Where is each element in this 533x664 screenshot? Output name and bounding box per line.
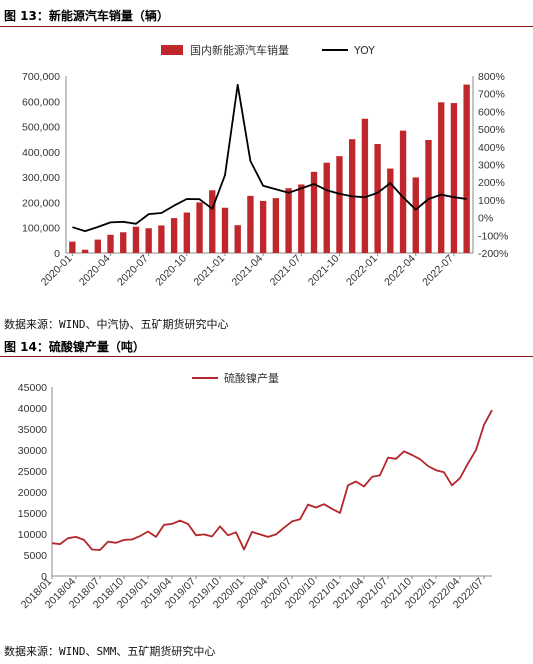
y-tick-label: 20000	[18, 487, 47, 499]
bar	[438, 102, 445, 253]
nickel-sulfate-chart: 硫酸镍产量 0 5000 10000 15000 20000 25000 30000 35000…	[18, 371, 493, 611]
bar	[158, 225, 165, 253]
x-tick-label: 2021-10	[306, 253, 342, 289]
bar	[107, 234, 114, 253]
y2-tick-label: 800%	[478, 71, 505, 83]
bar	[69, 241, 76, 253]
y-tick-label: 25000	[18, 466, 47, 478]
figure-1-title: 图 13：新能源汽车销量（辆）	[4, 9, 169, 23]
legend-label-line: 硫酸镍产量	[224, 371, 279, 385]
bar	[259, 200, 267, 253]
bar	[374, 144, 381, 253]
bar	[145, 228, 152, 253]
bar	[196, 202, 203, 253]
yoy-line	[72, 83, 467, 233]
legend-label-line: YOY	[353, 44, 375, 57]
figure-1-source: 数据来源：WIND、中汽协、五矿期货研究中心	[4, 318, 229, 331]
bar	[247, 195, 254, 253]
y-tick-label: 30000	[18, 445, 47, 457]
x-tick-label: 2021-07	[268, 253, 304, 289]
x-tick-label: 2021-01	[191, 253, 227, 289]
bar	[298, 184, 305, 253]
bar	[132, 226, 140, 253]
bar	[272, 198, 280, 253]
y2-tick-label: 400%	[478, 142, 505, 154]
y-tick-label: 45000	[18, 382, 47, 394]
figure-2-title: 图 14：硫酸镍产量（吨）	[4, 340, 145, 354]
y2-tick-label: 0%	[478, 213, 493, 225]
y-tick-label: 0	[41, 571, 47, 583]
bar	[463, 84, 470, 253]
bar	[412, 177, 419, 253]
y-tick-label: 300,000	[22, 172, 60, 184]
bar	[425, 139, 432, 253]
y-tick-label: 200,000	[22, 197, 60, 209]
y2-tick-label: 300%	[478, 160, 505, 172]
y2-tick-label: 700%	[478, 89, 505, 101]
x-tick-label: 2021-04	[230, 253, 266, 289]
figure-1-title-rule	[0, 26, 533, 27]
y2-tick-label: 500%	[478, 124, 505, 136]
y2-tick-label: 200%	[478, 177, 505, 189]
figure-2-title-rule	[0, 356, 533, 357]
legend-swatch-bar	[161, 45, 183, 55]
bar	[323, 162, 330, 253]
y-tick-label: 0	[54, 248, 60, 260]
bar	[221, 207, 229, 253]
y-tick-label: 10000	[18, 529, 47, 541]
y-tick-label: 400,000	[22, 147, 60, 159]
ev-sales-chart: 国内新能源汽车销量 YOY 0 100,000 200,000 300,000 400,00…	[22, 43, 508, 289]
bar	[234, 225, 241, 253]
y-tick-label: 100,000	[22, 223, 60, 235]
y2-tick-label: -100%	[478, 230, 508, 242]
y2-tick-label: 600%	[478, 106, 505, 118]
x-tick-label: 2020-07	[115, 253, 151, 289]
y2-tick-label: 100%	[478, 195, 505, 207]
bar	[310, 171, 318, 253]
bar	[120, 232, 127, 253]
x-tick-label: 2020-04	[77, 253, 113, 289]
bar	[285, 188, 292, 253]
bar	[94, 239, 101, 253]
y-tick-label: 15000	[18, 508, 47, 520]
bar	[170, 218, 178, 253]
bar	[209, 190, 216, 253]
bar	[336, 156, 343, 253]
y-tick-label: 40000	[18, 403, 47, 415]
bar	[387, 168, 394, 253]
y-tick-label: 35000	[18, 424, 47, 436]
y-tick-label: 5000	[24, 550, 48, 562]
legend-label-bar: 国内新能源汽车销量	[190, 43, 289, 57]
x-tick-label: 2020-10	[153, 253, 189, 289]
y2-tick-label: -200%	[478, 248, 508, 260]
figure-2-source: 数据来源：WIND、SMM、五矿期货研究中心	[4, 645, 216, 658]
bar	[81, 249, 89, 253]
bar	[361, 118, 369, 254]
x-tick-label: 2022-04	[382, 253, 418, 289]
y-tick-label: 500,000	[22, 122, 60, 134]
bar	[399, 130, 407, 253]
x-tick-label: 2022-01	[344, 253, 380, 289]
y-tick-label: 600,000	[22, 96, 60, 108]
x-tick-label: 2022-07	[420, 253, 456, 289]
y-tick-label: 700,000	[22, 71, 60, 83]
bar	[450, 103, 458, 253]
bar	[183, 212, 191, 253]
nickel-sulfate-line	[51, 409, 493, 551]
